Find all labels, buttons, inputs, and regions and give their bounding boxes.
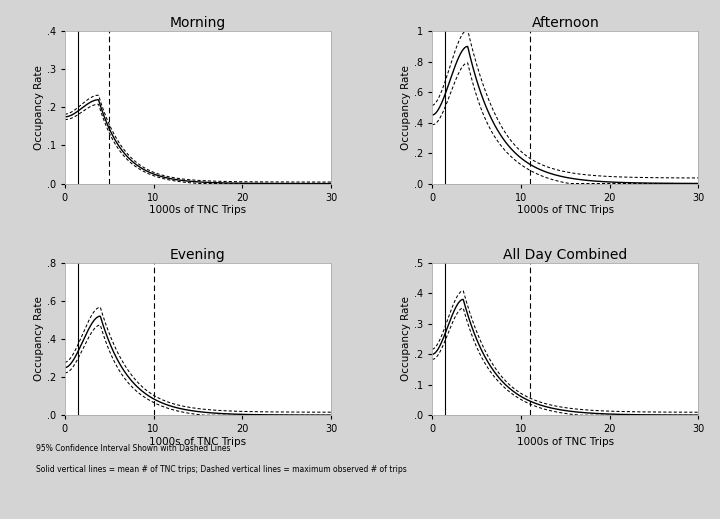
X-axis label: 1000s of TNC Trips: 1000s of TNC Trips [517,437,614,447]
Y-axis label: Occupancy Rate: Occupancy Rate [401,296,411,381]
Y-axis label: Occupancy Rate: Occupancy Rate [34,65,44,150]
Title: All Day Combined: All Day Combined [503,248,627,262]
Title: Afternoon: Afternoon [531,16,599,30]
Text: 95% Confidence Interval Shown with Dashed Lines: 95% Confidence Interval Shown with Dashe… [36,444,230,453]
Title: Morning: Morning [170,16,226,30]
Title: Evening: Evening [170,248,226,262]
Y-axis label: Occupancy Rate: Occupancy Rate [34,296,44,381]
Text: Solid vertical lines = mean # of TNC trips; Dashed vertical lines = maximum obse: Solid vertical lines = mean # of TNC tri… [36,465,407,473]
X-axis label: 1000s of TNC Trips: 1000s of TNC Trips [149,206,246,215]
Y-axis label: Occupancy Rate: Occupancy Rate [401,65,411,150]
X-axis label: 1000s of TNC Trips: 1000s of TNC Trips [517,206,614,215]
X-axis label: 1000s of TNC Trips: 1000s of TNC Trips [149,437,246,447]
